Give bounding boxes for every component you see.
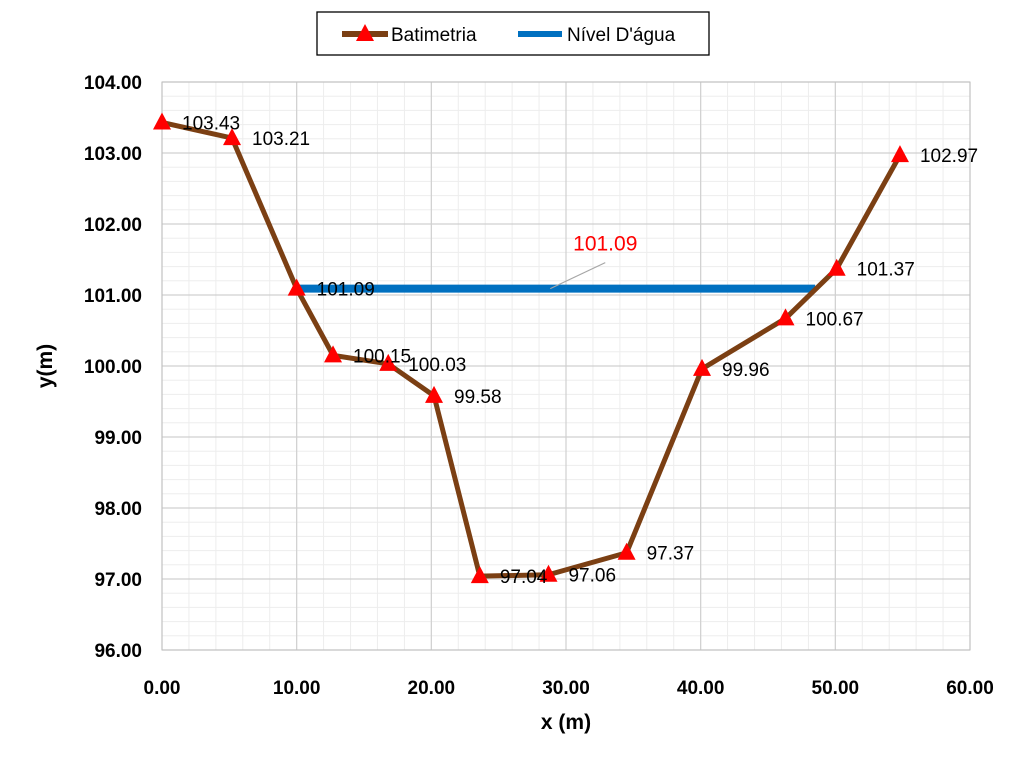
data-label: 101.09 [317, 280, 375, 301]
data-label: 103.43 [182, 113, 240, 134]
x-tick-label: 30.00 [542, 678, 590, 699]
batimetria-marker [223, 128, 242, 146]
x-tick-label: 10.00 [273, 678, 321, 699]
data-label: 103.21 [252, 129, 310, 150]
batimetria-marker [890, 145, 909, 163]
data-label: 100.15 [353, 346, 411, 367]
x-axis-title: x (m) [541, 711, 591, 734]
batimetria-marker [776, 308, 795, 326]
y-tick-label: 96.00 [94, 641, 142, 662]
batimetria-marker [324, 345, 343, 363]
x-tick-label: 0.00 [144, 678, 181, 699]
plot-area-border [161, 81, 971, 651]
annotation: 101.09 [550, 233, 637, 290]
batimetria-marker [617, 542, 636, 560]
data-label: 99.96 [722, 360, 770, 381]
x-axis-tick-labels: 0.00 10.00 20.00 30.00 40.00 50.00 60.00 [144, 678, 994, 699]
data-label: 97.37 [647, 544, 695, 565]
batimetria-marker [379, 353, 398, 371]
y-tick-label: 101.00 [84, 286, 142, 307]
data-label: 102.97 [920, 146, 978, 167]
data-label: 99.58 [454, 387, 502, 408]
callout-leader-line [550, 262, 606, 290]
batimetria-marker [470, 566, 489, 584]
data-label: 97.04 [500, 567, 548, 588]
batimetria-marker [153, 112, 171, 130]
y-tick-label: 99.00 [94, 428, 142, 449]
batimetria-marker [539, 564, 558, 582]
batimetria-marker [425, 385, 444, 403]
batimetria-marker [827, 258, 846, 276]
y-tick-label: 97.00 [94, 570, 142, 591]
y-tick-label: 103.00 [84, 144, 142, 165]
data-label: 97.06 [568, 566, 616, 587]
data-label: 100.03 [408, 355, 466, 376]
y-axis-title: y(m) [34, 344, 57, 388]
x-tick-label: 60.00 [946, 678, 994, 699]
legend-batimetria-label: Batimetria [391, 25, 477, 46]
legend-batimetria-marker [356, 24, 374, 41]
x-tick-label: 50.00 [812, 678, 860, 699]
y-axis-tick-labels: 96.00 97.00 98.00 99.00 100.00 101.00 102.00 10… [84, 73, 142, 662]
batimetria-marker [287, 278, 306, 296]
y-tick-label: 104.00 [84, 73, 142, 94]
y-tick-label: 102.00 [84, 215, 142, 236]
y-tick-label: 100.00 [84, 357, 142, 378]
callout-label: 101.09 [573, 233, 637, 256]
legend-nivel-label: Nível D'água [567, 25, 676, 46]
x-tick-label: 20.00 [408, 678, 456, 699]
batimetria-marker [693, 358, 712, 376]
y-tick-label: 98.00 [94, 499, 142, 520]
legend: Batimetria Nível D'água [316, 11, 710, 56]
x-tick-label: 40.00 [677, 678, 725, 699]
data-label: 101.37 [857, 260, 915, 281]
data-label: 100.67 [806, 309, 864, 330]
